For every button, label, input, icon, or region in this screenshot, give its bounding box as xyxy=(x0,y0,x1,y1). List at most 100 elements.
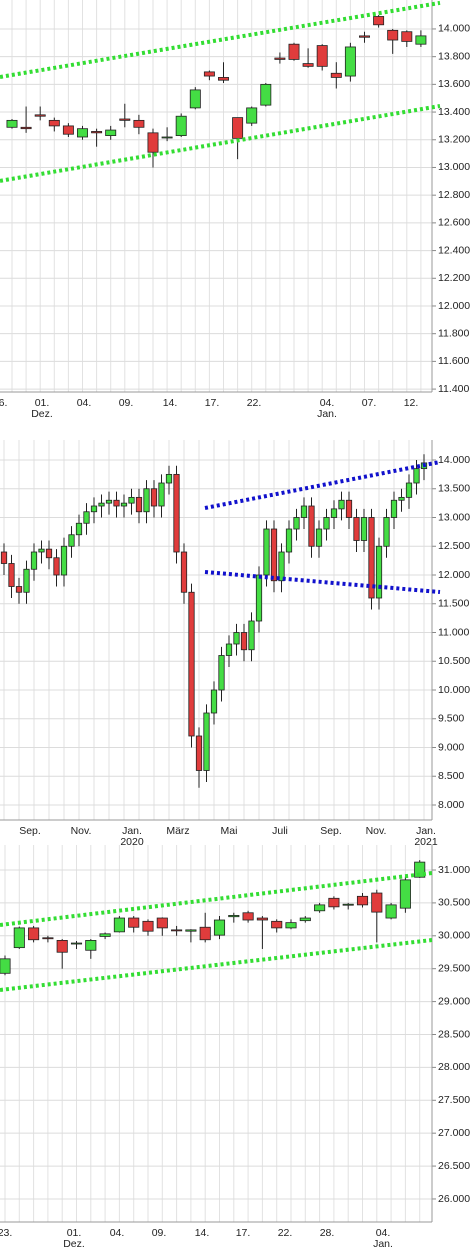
candle-body xyxy=(260,83,272,106)
y-tick-label: 12.500 xyxy=(438,540,470,552)
candle-body xyxy=(330,72,342,78)
y-tick-label: 11.600 xyxy=(438,355,469,367)
candle-body xyxy=(255,574,263,622)
candle-body xyxy=(300,505,308,518)
candle-body xyxy=(308,505,315,547)
candle-body xyxy=(128,496,135,504)
y-tick-label: 13.000 xyxy=(438,161,470,173)
candle-body xyxy=(15,586,23,593)
candle-body xyxy=(375,545,383,599)
x-tick-label: Jan. xyxy=(416,825,436,837)
x-tick-label: 22. xyxy=(278,1227,293,1239)
x-tick-label: Sep. xyxy=(320,825,342,837)
x-tick-label: Jan. xyxy=(122,825,142,837)
candle-body xyxy=(150,488,158,507)
candle-body xyxy=(90,505,98,513)
candle-body xyxy=(20,126,32,130)
candle-body xyxy=(68,534,75,547)
candle-body xyxy=(199,926,211,941)
x-tick-label: Juli xyxy=(272,825,288,837)
candle-body xyxy=(98,502,105,507)
candle-body xyxy=(383,517,390,547)
candle-body xyxy=(113,499,120,507)
candle-body xyxy=(256,917,268,921)
x-tick-sublabel: Dez. xyxy=(63,1238,85,1250)
candle-body xyxy=(105,499,113,504)
candle-body xyxy=(203,71,215,77)
candle-body xyxy=(38,548,45,553)
candle-body xyxy=(413,468,420,484)
x-tick-label: 04. xyxy=(320,397,335,409)
y-tick-label: 29.500 xyxy=(438,962,470,974)
candle-body xyxy=(316,45,328,67)
candle-body xyxy=(359,35,370,38)
candle-body xyxy=(128,917,140,928)
candle-body xyxy=(173,473,180,553)
candle-body xyxy=(83,511,90,524)
trendline xyxy=(0,938,433,992)
y-tick-label: 13.800 xyxy=(438,50,470,62)
candle-body xyxy=(53,557,60,576)
y-tick-label: 12.000 xyxy=(438,300,470,312)
candle-body xyxy=(161,136,173,139)
candle-body xyxy=(270,528,278,582)
trendline xyxy=(0,103,441,183)
candle-body xyxy=(314,904,326,912)
plot-area xyxy=(0,845,432,1222)
candle-body xyxy=(405,482,413,498)
y-tick-label: 11.000 xyxy=(438,626,469,638)
x-tick-label: 14. xyxy=(163,397,178,409)
candle-body xyxy=(143,488,150,513)
y-tick-label: 9.500 xyxy=(438,713,464,725)
candle-body xyxy=(373,16,385,26)
x-tick-label: 04. xyxy=(77,397,92,409)
candle-body xyxy=(30,551,38,570)
y-tick-label: 11.400 xyxy=(438,383,469,395)
candle-body xyxy=(203,712,210,771)
candle-body xyxy=(218,77,229,81)
candle-body xyxy=(302,63,314,67)
candle-body xyxy=(120,502,128,507)
candle-body xyxy=(28,927,40,941)
candle-body xyxy=(342,903,354,906)
candle-body xyxy=(8,563,15,587)
x-tick-sublabel: 2020 xyxy=(120,836,144,848)
trendline xyxy=(204,460,441,510)
candle-body xyxy=(398,496,405,501)
candle-body xyxy=(135,496,143,513)
x-tick-sublabel: Jan. xyxy=(373,1238,393,1250)
y-tick-label: 28.500 xyxy=(438,1028,470,1040)
x-tick-label: 22. xyxy=(247,397,262,409)
y-tick-label: 26.500 xyxy=(438,1160,470,1172)
candle-body xyxy=(344,46,356,77)
candle-body xyxy=(414,861,426,878)
candle-body xyxy=(105,129,117,137)
y-tick-label: 12.600 xyxy=(438,217,470,229)
y-tick-label: 12.400 xyxy=(438,244,470,256)
y-tick-label: 9.000 xyxy=(438,741,464,753)
candle-body xyxy=(323,517,330,530)
y-tick-label: 31.000 xyxy=(438,864,470,876)
candle-body xyxy=(0,958,11,974)
candle-body xyxy=(338,499,345,510)
x-tick-label: 6. xyxy=(0,397,7,409)
candle-body xyxy=(13,927,25,949)
trendline xyxy=(0,871,433,927)
y-tick-label: 13.000 xyxy=(438,511,470,523)
candle-body xyxy=(180,551,188,593)
y-tick-label: 28.000 xyxy=(438,1061,470,1073)
candle-body xyxy=(142,920,154,932)
x-tick-sublabel: Dez. xyxy=(31,408,53,420)
candle-body xyxy=(175,115,187,137)
candle-body xyxy=(34,114,46,117)
candle-body xyxy=(218,655,225,691)
x-tick-label: 01. xyxy=(67,1227,82,1239)
y-tick-label: 14.000 xyxy=(438,23,470,35)
x-tick-label: Nov. xyxy=(366,825,387,837)
candle-body xyxy=(165,473,173,484)
x-tick-label: 17. xyxy=(205,397,220,409)
candle-body xyxy=(328,897,340,908)
candle-body xyxy=(353,517,360,541)
candle-body xyxy=(48,119,60,127)
